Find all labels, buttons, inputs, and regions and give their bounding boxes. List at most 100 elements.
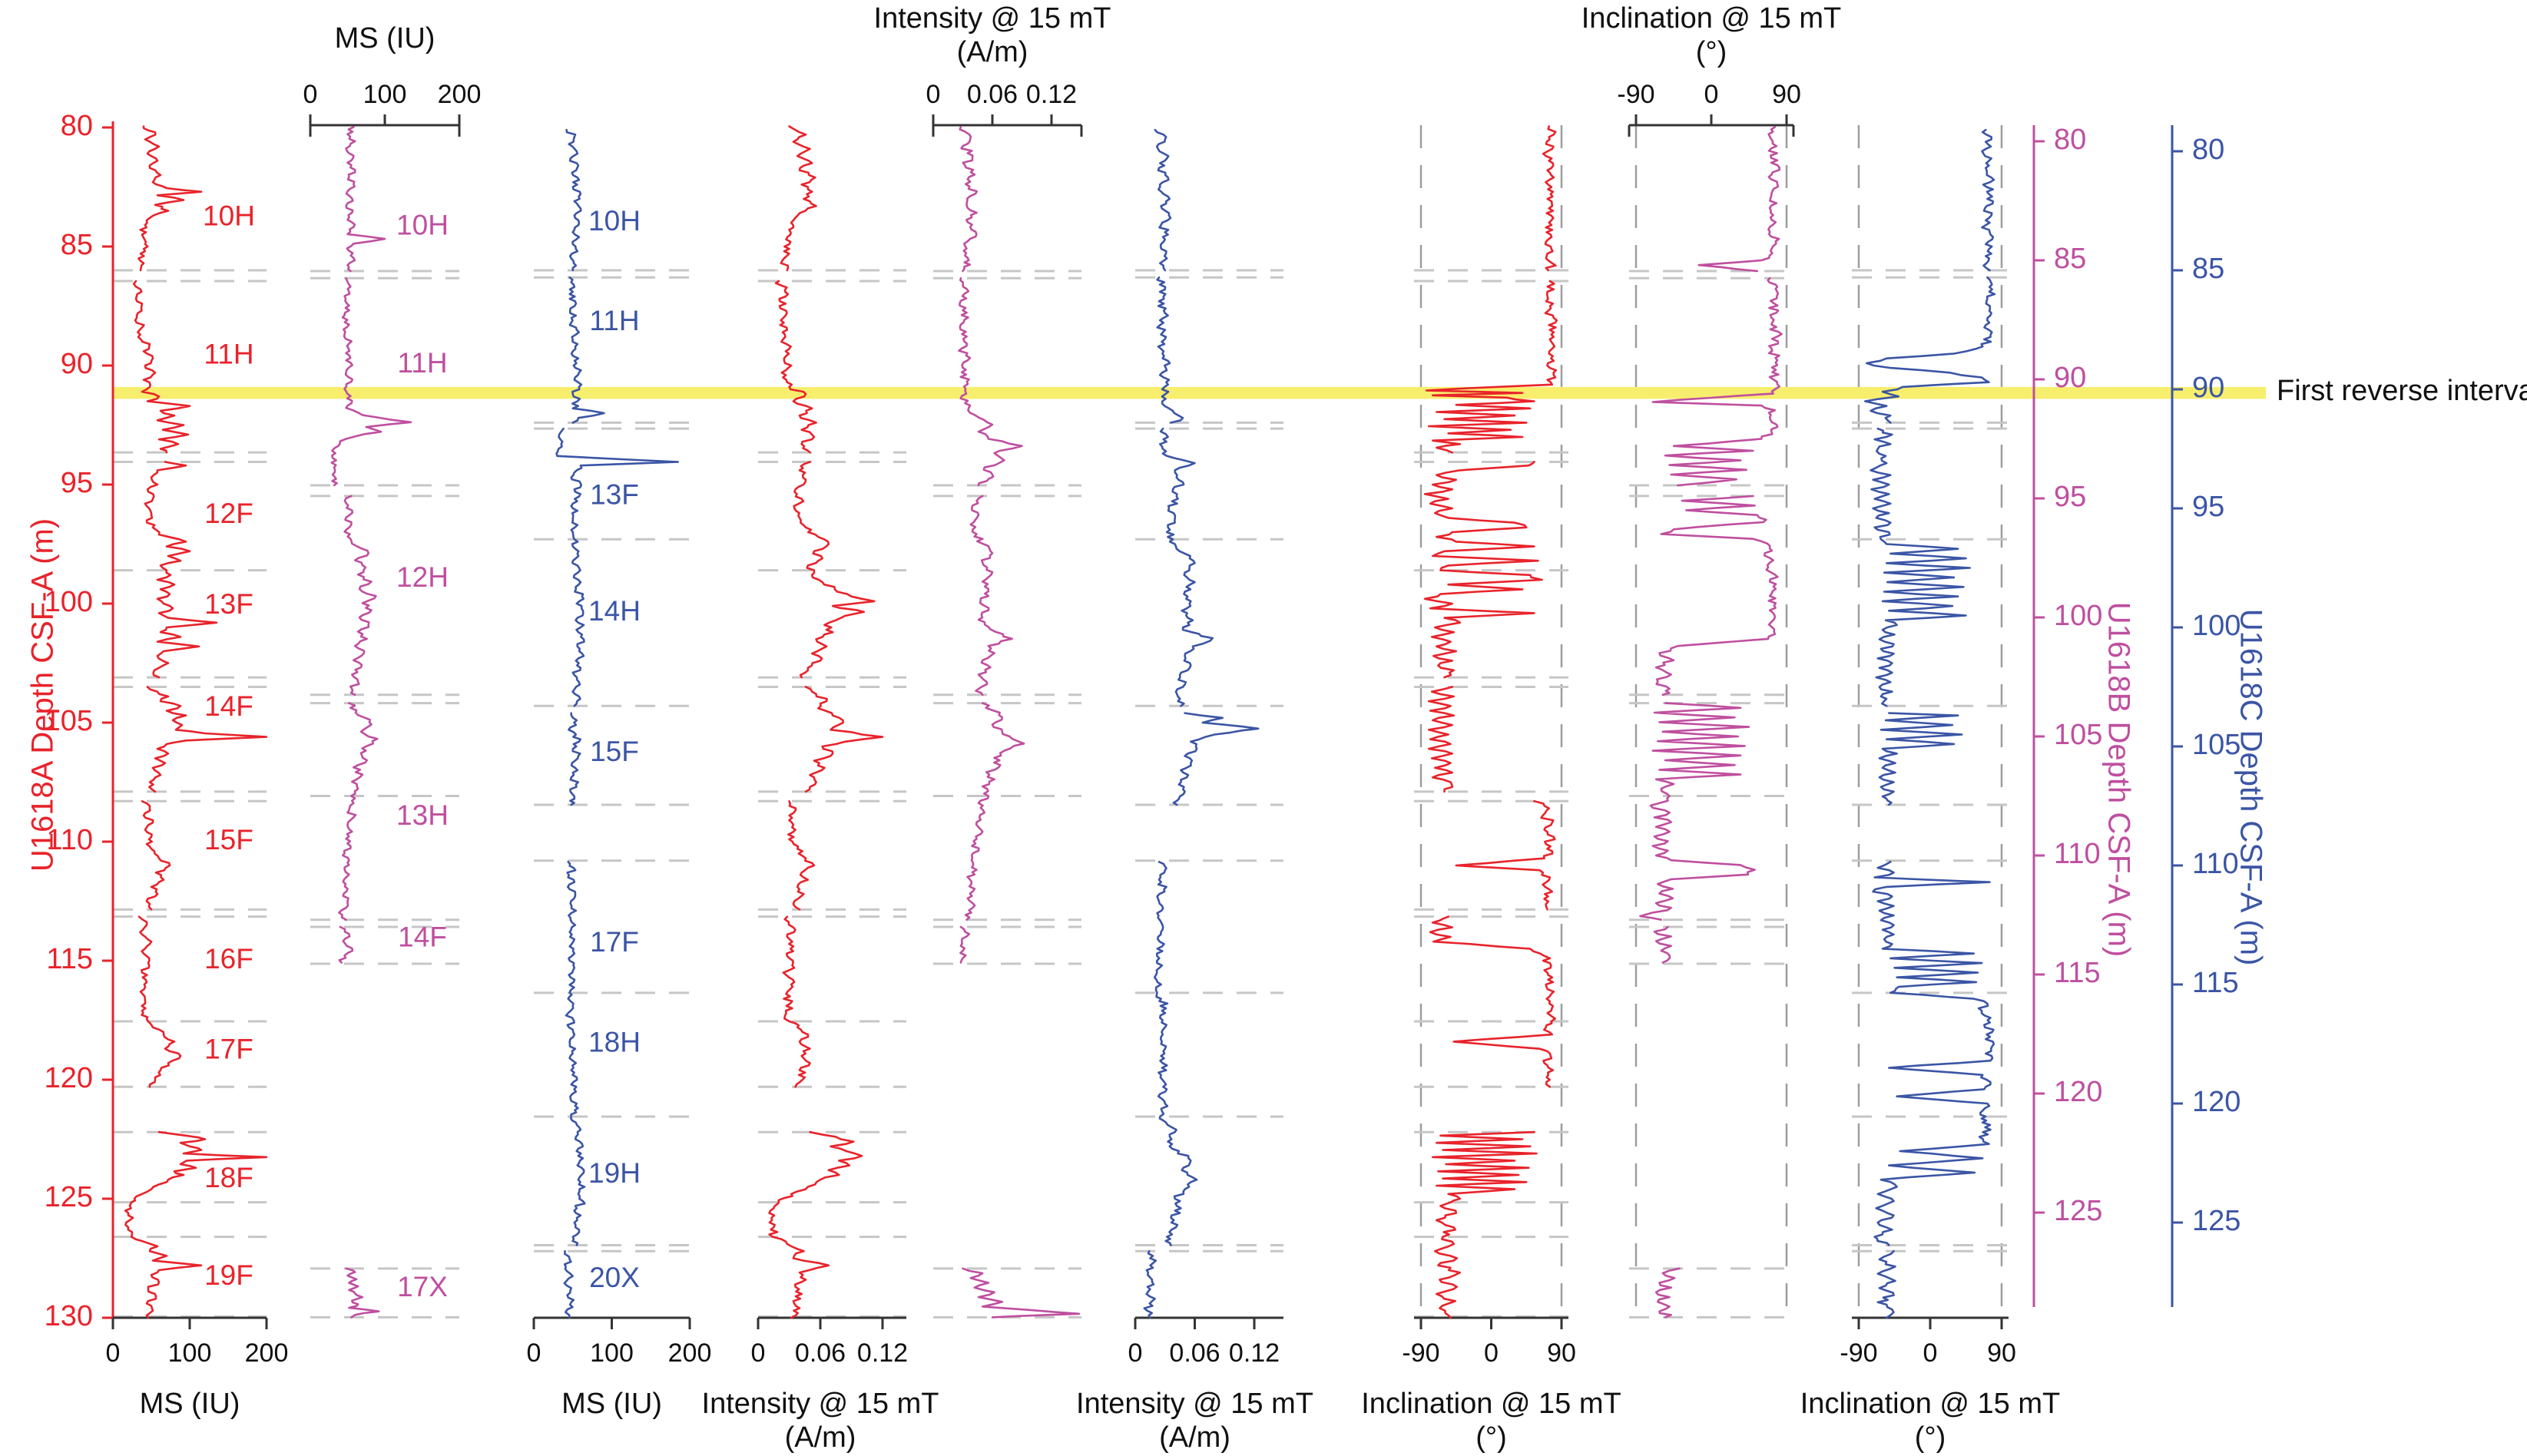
axis-title: Intensity @ 15 mT (1076, 1388, 1313, 1420)
axis-title: (°) (1696, 36, 1727, 68)
axis-tick-label: 90 (1987, 1339, 2016, 1368)
series-ms_a-trace (137, 915, 182, 1088)
depth-tick-label: 105 (2054, 719, 2102, 751)
depth-axis-title-B: U1618B Depth CSF-A (m) (2101, 602, 2135, 957)
core-label-10h-hole-b: 10H (396, 209, 449, 240)
depth-tick-label: 125 (45, 1181, 93, 1213)
series-inc_c-trace (1864, 276, 1996, 424)
axis-tick-label: 0.12 (1026, 80, 1077, 109)
depth-tick-label: 95 (2054, 481, 2086, 513)
series-inc_c-trace (1876, 1249, 1896, 1319)
series-ms_b-trace (343, 495, 377, 697)
axis-title: Intensity @ 15 mT (874, 2, 1111, 35)
series-ms_c-trace (568, 712, 581, 806)
series-inc_a-trace (1542, 125, 1557, 272)
core-label-14f-hole-b: 14F (398, 921, 447, 952)
series-int_c-trace (1153, 861, 1198, 1246)
depth-tick-label: 85 (2054, 243, 2086, 275)
core-label-15f-hole-a: 15F (204, 824, 253, 855)
series-ms_c-trace (568, 276, 605, 424)
axis-tick-label: 100 (168, 1339, 212, 1368)
series-int_b-trace (964, 702, 1025, 921)
series-int_c-trace (1154, 128, 1172, 272)
core-label-16f-hole-a: 16F (204, 943, 253, 975)
core-label-17f-hole-c: 17F (590, 926, 639, 958)
series-ms_b-trace (345, 1267, 380, 1319)
core-label-18f-hole-a: 18F (204, 1162, 253, 1193)
depth-tick-label: 80 (2054, 124, 2086, 156)
series-inc_b-trace (1651, 277, 1783, 487)
depth-tick-label: 125 (2192, 1205, 2241, 1237)
depth-tick-label: 85 (2192, 253, 2224, 285)
axis-title: MS (IU) (140, 1388, 240, 1420)
axis-tick-label: 0 (303, 80, 318, 109)
axis-tick-label: 200 (245, 1339, 289, 1368)
series-int_c-trace (1159, 427, 1214, 707)
series-ms_c-trace (555, 427, 680, 707)
depth-tick-label: 105 (2192, 729, 2241, 761)
core-label-19f-hole-a: 19F (204, 1259, 253, 1291)
series-inc_c-trace (1870, 427, 1971, 707)
depth-tick-label: 90 (61, 348, 93, 380)
axis-tick-label: 200 (668, 1339, 712, 1368)
axis-tick-label: -90 (1402, 1339, 1439, 1368)
core-label-11h-hole-a: 11H (204, 338, 253, 369)
depth-tick-label: 80 (61, 110, 93, 142)
core-label-12h-hole-b: 12H (396, 561, 449, 593)
axis-tick-label: 0 (926, 80, 941, 109)
series-int_c-trace (1172, 712, 1260, 806)
core-label-13f-hole-c: 13F (590, 478, 639, 510)
depth-tick-label: 85 (61, 229, 93, 261)
depth-tick-label: 120 (45, 1062, 93, 1094)
depth-tick-label: 120 (2054, 1076, 2102, 1108)
series-int_a-trace (787, 800, 816, 911)
axis-tick-label: 0.12 (857, 1339, 908, 1368)
axis-tick-label: 0 (527, 1339, 542, 1368)
series-int_a-trace (780, 125, 817, 272)
series-inc_b-trace (1654, 1267, 1681, 1319)
depth-tick-label: 100 (2054, 600, 2102, 632)
depth-tick-label: 95 (61, 467, 93, 499)
axis-tick-label: 0.06 (967, 80, 1018, 109)
axis-tick-label: 0.06 (1169, 1339, 1220, 1368)
series-inc_a-trace (1425, 280, 1558, 454)
core-label-11h-hole-c: 11H (589, 305, 639, 336)
core-label-15f-hole-c: 15F (590, 736, 639, 767)
core-label-11h-hole-b: 11H (397, 347, 447, 379)
series-inc_c-trace (1872, 861, 1995, 1246)
series-inc_a-trace (1427, 686, 1455, 793)
axis-tick-label: 0 (1923, 1339, 1938, 1368)
core-label-14h-hole-c: 14H (588, 595, 641, 627)
axis-tick-label: -90 (1617, 80, 1654, 109)
series-ms_b-trace (338, 702, 379, 921)
series-int_b-trace (959, 925, 971, 964)
series-ms_c-trace (565, 861, 586, 1246)
series-int_a-trace (774, 280, 817, 454)
depth-tick-label: 125 (2054, 1195, 2102, 1227)
series-int_c-trace (1156, 276, 1184, 424)
depth-tick-label: 120 (2192, 1086, 2241, 1118)
core-label-12f-hole-a: 12F (204, 498, 253, 529)
axis-title: Inclination @ 15 mT (1361, 1388, 1621, 1420)
series-int_a-trace (804, 686, 884, 793)
series-inc_c-trace (1878, 712, 1963, 806)
depth-tick-label: 115 (2192, 967, 2239, 999)
axis-tick-label: 0 (751, 1339, 766, 1368)
series-ms_b-trace (330, 277, 412, 487)
series-int_b-trace (959, 126, 978, 273)
series-inc_a-trace (1455, 800, 1556, 911)
series-int_a-trace (782, 915, 811, 1088)
series-ms_b-trace (345, 126, 386, 273)
series-int_a-trace (768, 1130, 863, 1319)
series-inc_b-trace (1639, 702, 1756, 921)
series-ms_a-trace (141, 800, 171, 911)
axis-tick-label: 90 (1772, 80, 1801, 109)
axis-tick-label: 0.12 (1229, 1339, 1280, 1368)
axis-tick-label: 0.06 (795, 1339, 846, 1368)
axis-tick-label: -90 (1840, 1339, 1877, 1368)
series-inc_c-trace (1981, 128, 1995, 272)
axis-title: (°) (1915, 1421, 1946, 1454)
series-ms_b-trace (338, 925, 354, 964)
axis-tick-label: 0 (1484, 1339, 1499, 1368)
series-ms_a-trace (124, 1130, 268, 1319)
